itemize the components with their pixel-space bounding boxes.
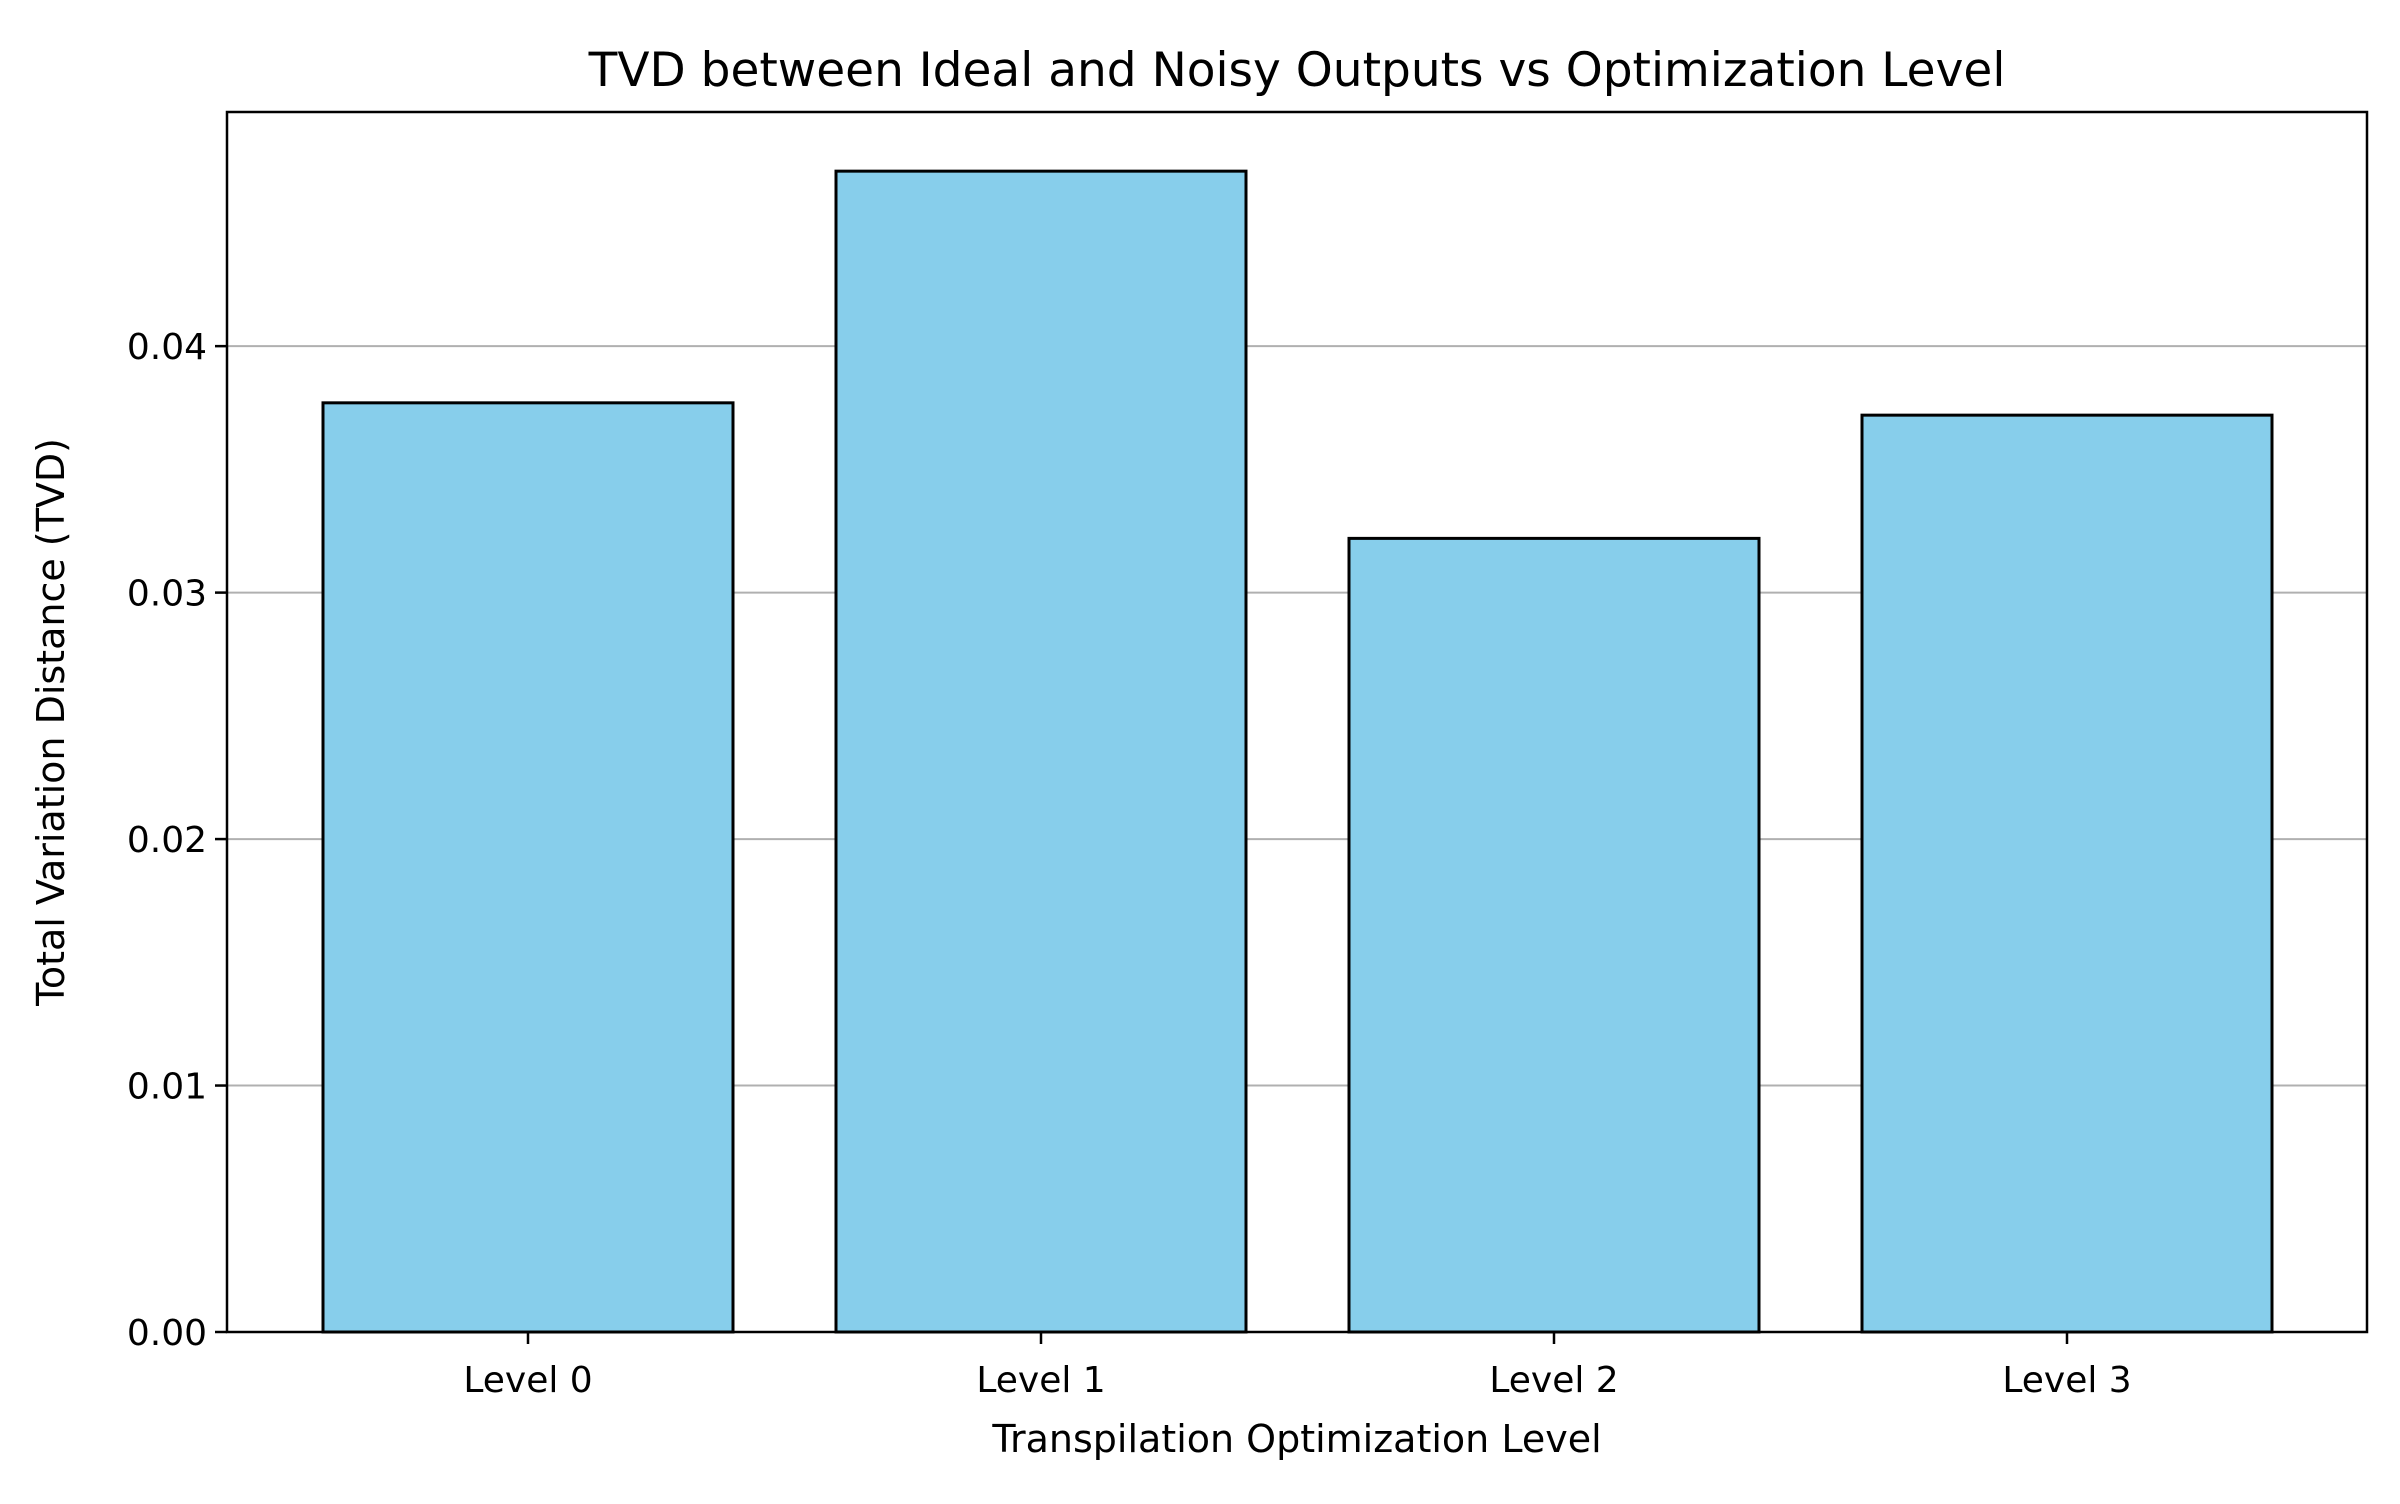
bar-level-2 — [1347, 536, 1761, 1334]
x-tick-label: Level 2 — [1489, 1360, 1618, 1401]
x-tick-label: Level 3 — [2002, 1360, 2131, 1401]
x-tick-label: Level 1 — [976, 1360, 1105, 1401]
y-tick-label: 0.04 — [127, 327, 207, 368]
y-tick-label: 0.03 — [127, 574, 207, 615]
x-tick-label: Level 0 — [463, 1360, 592, 1401]
y-axis-label: Total Variation Distance (TVD) — [29, 438, 73, 1007]
y-tick-label: 0.00 — [127, 1313, 207, 1354]
bar-level-0 — [321, 401, 735, 1334]
tick-layer: 0.00 0.01 0.02 0.03 0.04 Level 0 Level 1 Level … — [127, 327, 2132, 1401]
chart-title: TVD between Ideal and Noisy Outputs vs O… — [588, 43, 2006, 98]
y-tick-label: 0.02 — [127, 820, 207, 861]
bar-level-1 — [834, 169, 1248, 1334]
x-axis-label: Transpilation Optimization Level — [991, 1417, 1601, 1461]
y-tick-label: 0.01 — [127, 1067, 207, 1108]
bar-layer — [321, 169, 2274, 1334]
plot-frame — [225, 110, 2369, 1334]
bar-level-3 — [1860, 413, 2274, 1334]
